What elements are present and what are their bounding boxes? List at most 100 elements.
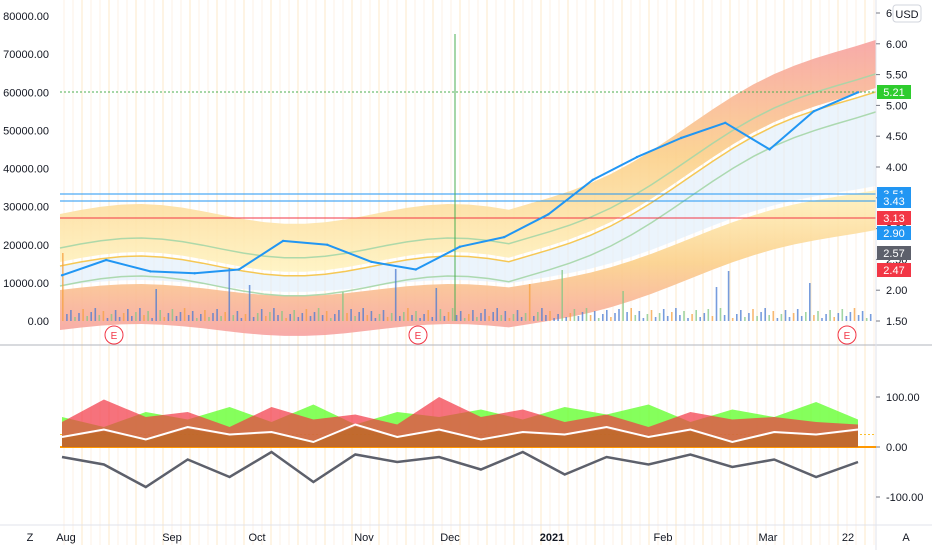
price-point bbox=[812, 110, 815, 113]
volume-bar bbox=[236, 311, 239, 321]
volume-bar bbox=[736, 314, 738, 321]
oscillator-brown-area bbox=[62, 426, 858, 447]
volume-bar bbox=[114, 310, 117, 321]
price-point bbox=[326, 243, 329, 246]
volume-bar bbox=[748, 313, 750, 321]
volume-bar bbox=[593, 311, 596, 321]
volume-bar bbox=[610, 317, 612, 321]
time-tick-label: Nov bbox=[354, 532, 374, 544]
price-badge-label: 3.13 bbox=[883, 213, 904, 225]
volume-bar bbox=[508, 318, 511, 321]
volume-bar bbox=[553, 318, 555, 321]
volume-bar bbox=[675, 308, 677, 321]
earnings-marker[interactable] bbox=[104, 325, 124, 345]
volume-bar bbox=[399, 316, 401, 321]
volume-bar bbox=[435, 288, 438, 321]
price-tick-label: 60000.00 bbox=[3, 87, 49, 99]
volume-bar bbox=[841, 309, 844, 321]
auto-scale-button[interactable]: A bbox=[902, 532, 910, 544]
volume-bar bbox=[330, 318, 332, 321]
volume-bar bbox=[549, 311, 551, 321]
volume-bar bbox=[577, 316, 580, 321]
volume-bar bbox=[569, 313, 572, 321]
volume-bar bbox=[309, 316, 312, 321]
volume-bar bbox=[346, 313, 348, 321]
price-point bbox=[724, 121, 727, 125]
volume-bar bbox=[90, 312, 92, 321]
scale-toggle-left[interactable]: Z bbox=[27, 532, 34, 544]
volume-bar bbox=[378, 314, 381, 321]
volume-bar bbox=[756, 316, 758, 321]
volume-bar bbox=[821, 318, 823, 321]
volume-bar bbox=[671, 312, 673, 321]
volume-bar bbox=[557, 314, 559, 321]
volume-bar bbox=[703, 313, 706, 321]
volume-bar bbox=[614, 313, 616, 321]
volume-bar bbox=[187, 315, 190, 321]
volume-bar bbox=[82, 309, 84, 321]
time-tick-label: Dec bbox=[440, 532, 460, 544]
price-badge bbox=[877, 226, 911, 240]
volume-bar bbox=[285, 318, 287, 321]
volume-bar bbox=[451, 308, 454, 321]
volume-bar bbox=[423, 314, 425, 321]
volume-bar bbox=[66, 314, 68, 321]
volume-bar bbox=[626, 312, 628, 321]
volume-bar bbox=[167, 313, 170, 321]
volume-bar bbox=[358, 312, 360, 321]
currency-button[interactable]: USD bbox=[892, 4, 922, 23]
oscillator-tick-label: -100.00 bbox=[886, 492, 923, 504]
volume-bar bbox=[658, 313, 661, 321]
volume-bar bbox=[305, 309, 308, 321]
volume-bar bbox=[419, 318, 421, 321]
earnings-marker[interactable] bbox=[408, 325, 428, 345]
volume-bar bbox=[382, 310, 385, 321]
volume-bar bbox=[159, 310, 161, 321]
volume-bar bbox=[813, 315, 815, 321]
volume-bar bbox=[313, 312, 316, 321]
time-tick-label: 2021 bbox=[540, 532, 564, 544]
volume-bar bbox=[281, 311, 283, 321]
volume-bar bbox=[740, 310, 742, 321]
oscillator-panel: 100.00 0.00 -100.00 bbox=[60, 392, 923, 504]
volume-bar bbox=[118, 317, 121, 321]
volume-bar bbox=[654, 317, 657, 321]
price-point bbox=[635, 155, 639, 159]
volume-bar bbox=[102, 311, 105, 321]
volume-bar bbox=[224, 312, 226, 321]
currency-button-label[interactable]: USD bbox=[895, 9, 918, 21]
volume-bar bbox=[439, 309, 442, 321]
volume-bar bbox=[179, 312, 182, 321]
price-point bbox=[414, 268, 417, 271]
volume-bar bbox=[744, 317, 746, 321]
earnings-marker[interactable] bbox=[837, 325, 857, 345]
volume-bar bbox=[630, 308, 632, 321]
volume-bar bbox=[139, 308, 141, 321]
volume-bar bbox=[488, 316, 490, 321]
time-tick-label: Sep bbox=[162, 532, 182, 544]
volume-bar bbox=[618, 309, 620, 321]
volume-bar bbox=[597, 318, 600, 321]
volume-bar bbox=[581, 312, 584, 321]
volume-bar bbox=[805, 312, 807, 321]
volume-bar bbox=[196, 318, 198, 321]
channel-fill bbox=[60, 91, 876, 292]
volume-bar bbox=[106, 318, 109, 321]
volume-bar bbox=[825, 314, 827, 321]
price-badge-label: 2.57 bbox=[883, 248, 904, 260]
volume-bar bbox=[650, 310, 653, 321]
volume-bar bbox=[833, 317, 835, 321]
volume-bar bbox=[216, 309, 218, 321]
volume-bar bbox=[98, 315, 101, 321]
volume-bar bbox=[638, 311, 641, 321]
volume-bar bbox=[191, 311, 194, 321]
volume-bar bbox=[317, 308, 320, 321]
price-point bbox=[281, 239, 285, 243]
volume-bar bbox=[342, 292, 344, 321]
volume-bar bbox=[240, 318, 243, 321]
volume-bar bbox=[70, 310, 72, 321]
price-tick-label: 10000.00 bbox=[3, 278, 49, 290]
currency-button-bg[interactable] bbox=[892, 4, 922, 23]
volume-bar bbox=[289, 314, 291, 321]
